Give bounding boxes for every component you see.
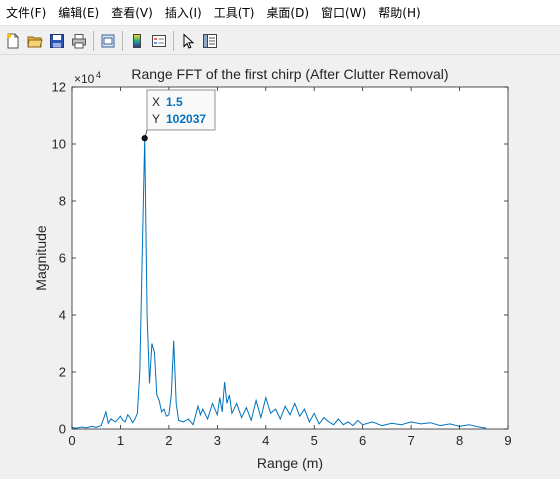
property-editor-icon[interactable] (199, 30, 221, 52)
menu-insert[interactable]: 插入(I) (164, 5, 202, 20)
y-tick-label: 12 (52, 80, 66, 95)
x-axis-label: Range (m) (257, 455, 323, 471)
datatip-x-value: 1.5 (166, 95, 183, 109)
x-tick-label: 1 (117, 433, 124, 448)
x-tick-label: 5 (311, 433, 318, 448)
x-tick-label: 4 (262, 433, 269, 448)
menu-edit[interactable]: 编辑(E) (58, 5, 100, 20)
axes-box (71, 86, 509, 430)
print-icon[interactable] (68, 30, 90, 52)
chart-title: Range FFT of the first chirp (After Clut… (131, 66, 448, 82)
toolbar-separator (122, 30, 123, 51)
open-folder-icon[interactable] (24, 30, 46, 52)
print-preview-icon[interactable] (97, 30, 119, 52)
y-tick-label: 6 (59, 251, 66, 266)
datatip-y-value: 102037 (166, 112, 206, 126)
new-file-icon[interactable] (2, 30, 24, 52)
menu-desktop[interactable]: 桌面(D) (266, 5, 310, 20)
plot[interactable]: Range FFT of the first chirp (After Clut… (0, 56, 560, 475)
y-tick-label: 2 (59, 365, 66, 380)
y-axis-label: Magnitude (33, 225, 49, 291)
save-icon[interactable] (46, 30, 68, 52)
axes-background (72, 87, 508, 429)
menu-help[interactable]: 帮助(H) (378, 5, 421, 20)
figure-toolbar (0, 27, 560, 55)
menu-view[interactable]: 查看(V) (111, 5, 153, 20)
x-tick-label: 3 (214, 433, 221, 448)
menu-bar: 文件(F) 编辑(E) 查看(V) 插入(I) 工具(T) 桌面(D) 窗口(W… (0, 0, 560, 26)
y-exponent-base: ×10 (74, 72, 95, 86)
datatip-box[interactable] (146, 89, 216, 131)
y-tick-label: 0 (59, 422, 66, 437)
datatip-x-label: X (152, 95, 160, 109)
colorbar-icon[interactable] (126, 30, 148, 52)
legend-icon[interactable] (148, 30, 170, 52)
x-tick-label: 6 (359, 433, 366, 448)
x-tick-label: 2 (165, 433, 172, 448)
datatip-y-label: Y (152, 112, 160, 126)
toolbar-separator (93, 30, 94, 51)
menu-tools[interactable]: 工具(T) (213, 5, 255, 20)
menu-window[interactable]: 窗口(W) (321, 5, 367, 20)
x-tick-label: 0 (68, 433, 75, 448)
y-tick-label: 10 (52, 137, 66, 152)
x-tick-label: 9 (504, 433, 511, 448)
y-exponent-power: 4 (96, 70, 101, 80)
y-tick-label: 4 (59, 308, 66, 323)
toolbar-separator (173, 30, 174, 51)
y-tick-label: 8 (59, 194, 66, 209)
datatip-marker[interactable] (141, 135, 148, 142)
x-tick-label: 7 (407, 433, 414, 448)
series-line (71, 138, 487, 429)
x-tick-label: 8 (456, 433, 463, 448)
figure-canvas: Range FFT of the first chirp (After Clut… (0, 56, 560, 475)
menu-file[interactable]: 文件(F) (6, 5, 47, 20)
pointer-icon[interactable] (177, 30, 199, 52)
